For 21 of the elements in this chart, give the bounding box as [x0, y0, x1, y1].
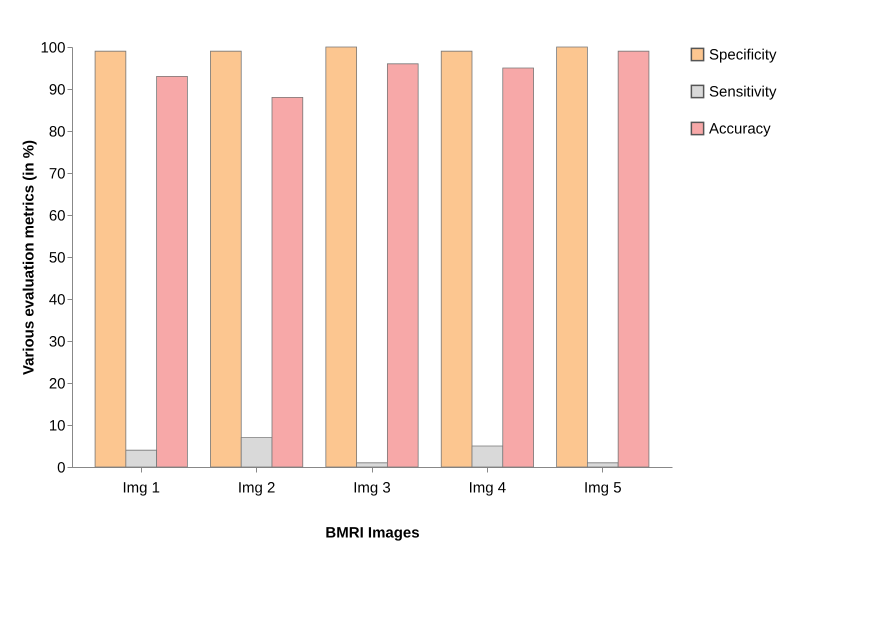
- x-tick-label: Img 5: [584, 480, 622, 496]
- legend-label: Specificity: [709, 46, 778, 64]
- y-tick-label: 70: [48, 166, 66, 182]
- x-tick-label: Img 1: [122, 480, 160, 496]
- x-tick-label: Img 3: [353, 480, 391, 496]
- x-axis-title: BMRI Images: [325, 524, 420, 542]
- y-tick-label: 40: [48, 292, 66, 308]
- legend-label: Accuracy: [709, 120, 772, 138]
- y-tick-label: 10: [48, 418, 66, 434]
- y-tick-label: 30: [48, 334, 66, 350]
- y-tick-label: 80: [48, 124, 66, 140]
- x-tick-label: Img 2: [238, 480, 276, 496]
- y-tick-label: 60: [48, 208, 66, 224]
- y-tick-label: 90: [48, 82, 66, 98]
- y-tick-label: 50: [48, 250, 66, 266]
- y-tick-label: 100: [40, 40, 66, 56]
- legend-label: Sensitivity: [709, 84, 778, 100]
- y-tick-label: 0: [57, 460, 66, 476]
- y-axis-title: Various evaluation metrics (in %): [20, 140, 38, 376]
- x-tick-label: Img 4: [468, 480, 506, 496]
- y-tick-label: 20: [48, 376, 66, 392]
